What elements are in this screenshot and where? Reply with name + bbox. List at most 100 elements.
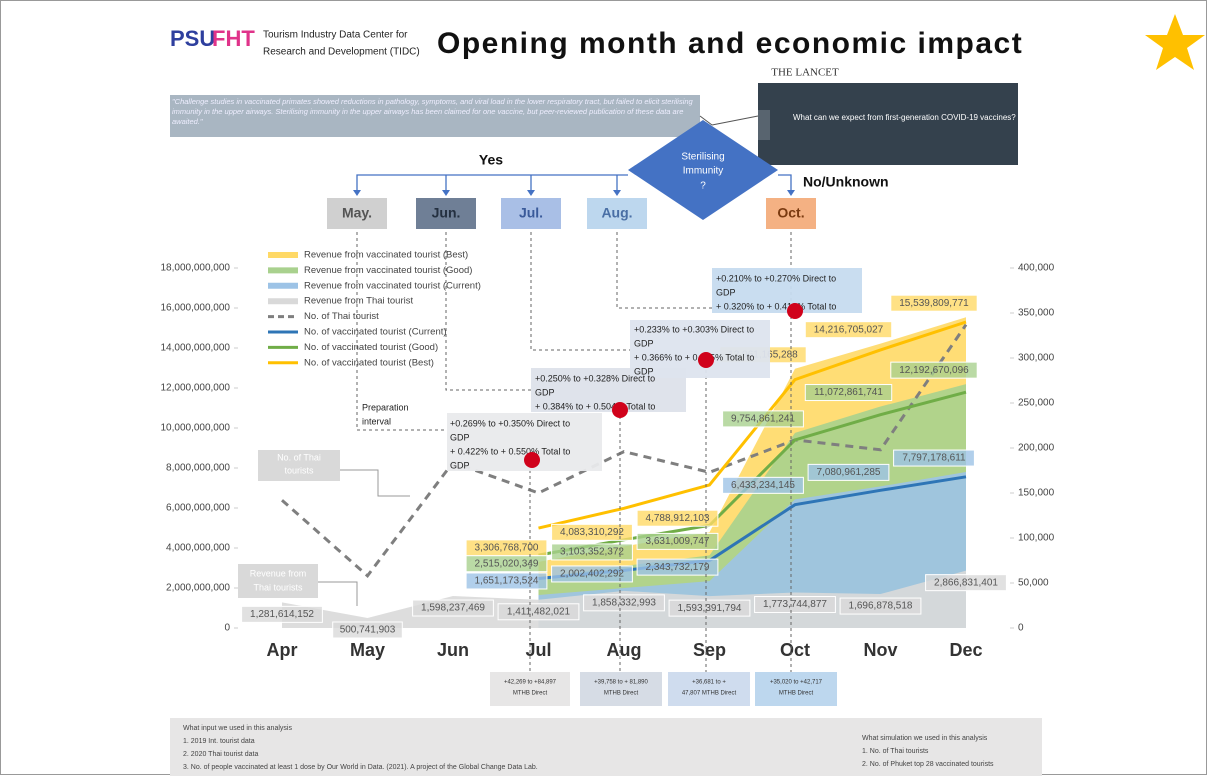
value-label: 6,433,234,145 [731, 480, 795, 491]
legend-label: No. of vaccinated tourist (Current) [304, 327, 447, 338]
value-label: 12,192,670,096 [899, 365, 969, 376]
leader [530, 232, 630, 351]
x-tick-label: Dec [949, 640, 982, 660]
value-label: 3,631,009,747 [646, 536, 710, 547]
leader [356, 232, 447, 431]
impact-box [630, 320, 770, 378]
y-tick-label: 16,000,000,000 [160, 303, 230, 314]
y-tick-label: 12,000,000,000 [160, 383, 230, 394]
article-title: What can we expect from first-generation… [793, 113, 1016, 122]
title: Opening month and economic impact [437, 27, 1023, 60]
month-box [587, 198, 647, 229]
quote-box [170, 95, 700, 137]
star-icon [1145, 14, 1205, 70]
value-label-box [893, 449, 975, 467]
leader [616, 232, 712, 309]
x-tick-label: Aug [607, 640, 642, 660]
y-tick-label: 18,000,000,000 [160, 263, 230, 274]
impact-text: GDP [634, 338, 654, 348]
impact-text: +0.233% to +0.303% Direct to [634, 324, 754, 334]
arrowhead [442, 190, 450, 196]
value-label: 3,306,768,700 [475, 543, 539, 554]
arrowhead [527, 190, 535, 196]
impact-text: +0.250% to +0.328% Direct to [535, 373, 655, 383]
value-label: 500,741,903 [340, 625, 396, 636]
legend-label: Revenue from vaccinated tourist (Current… [304, 280, 481, 291]
direct-text: MTHB Direct [604, 691, 639, 697]
arrowheads [353, 190, 795, 196]
decision-text: Immunity [683, 166, 724, 177]
value-label-box [890, 294, 978, 312]
value-label-box [412, 599, 494, 617]
direct-box [490, 672, 570, 706]
footer-text: 2. No. of Phuket top 28 vaccinated touri… [862, 761, 994, 768]
value-label: 1,598,237,469 [421, 603, 485, 614]
impact-text: GDP [450, 460, 470, 470]
month-box [327, 198, 387, 229]
no-label: No/Unknown [803, 174, 889, 190]
line [281, 323, 968, 578]
value-label-box [551, 543, 633, 561]
pin [787, 303, 803, 319]
month-label: Aug. [601, 205, 632, 221]
logo: FHT [212, 26, 255, 51]
callout-arrow [340, 469, 410, 497]
connector [711, 115, 759, 126]
value-label-box [332, 621, 403, 639]
callout-box [258, 450, 340, 481]
value-label: 15,539,809,771 [899, 298, 969, 309]
value-label: 14,216,705,027 [814, 324, 884, 335]
value-label-box [754, 596, 836, 614]
flow-line [778, 174, 792, 192]
value-label-box [804, 384, 893, 402]
arrowhead [353, 190, 361, 196]
x-tick-label: Oct [780, 640, 810, 660]
y-tick-label: 6,000,000,000 [166, 503, 230, 514]
footer-texts: What input we used in this analysis 1. 20… [183, 725, 994, 771]
legend-label: Revenue from vaccinated tourist (Good) [304, 265, 472, 276]
value-label: 4,083,310,292 [560, 527, 624, 538]
flow-lines [356, 174, 792, 192]
value-label-box [804, 321, 893, 339]
quote: "Challenge studies in vaccinated primate… [172, 97, 693, 126]
legend-label: No. of vaccinated tourist (Good) [304, 342, 438, 353]
flow-line [356, 174, 628, 192]
direct-text: +35,020 to +42,717 [770, 680, 823, 686]
legend-label: No. of vaccinated tourist (Best) [304, 357, 434, 368]
direct-texts: +42,269 to +84,897 MTHB Direct +39,758 to … [504, 680, 823, 697]
impact-text: +0.210% to +0.270% Direct to [716, 273, 836, 283]
pin [612, 402, 628, 418]
footer-text: What input we used in this analysis [183, 725, 292, 732]
chart: 0 2,000,000,000 4,000,000,000 6,000,000,000… [160, 250, 1054, 660]
logo: PSU [170, 26, 215, 51]
direct-text: +42,269 to +84,897 [504, 680, 557, 686]
impact-text: + 0.384% to + 0.504% Total to [535, 401, 655, 411]
value-label-box [241, 605, 323, 623]
y-tick-label: 4,000,000,000 [166, 543, 230, 554]
direct-text: +36,681 to + [692, 680, 726, 686]
org-name: Tourism Industry Data Center for [263, 30, 408, 41]
arrowhead [613, 190, 621, 196]
y-tick-label: 10,000,000,000 [160, 423, 230, 434]
pin [524, 452, 540, 468]
month-label: Jul. [519, 205, 543, 221]
impact-texts: +0.269% to +0.350% Direct to GDP + 0.422% … [450, 273, 836, 470]
impact-box [712, 268, 862, 313]
impact-text: + 0.320% to + 0.410% Total to [716, 301, 836, 311]
y-tick-label: 0 [224, 623, 230, 634]
callout-text: interval [362, 416, 391, 426]
y2-tick-label: 200,000 [1018, 443, 1055, 454]
month-label: Jun. [432, 205, 461, 221]
value-label: 2,866,831,401 [934, 577, 998, 588]
value-label-box [497, 603, 580, 621]
value-label: 7,080,961,285 [817, 467, 881, 478]
value-label-box [583, 594, 665, 612]
impact-text: GDP [450, 432, 470, 442]
footer-text: 1. 2019 Int. tourist data [183, 738, 255, 745]
line [538, 320, 967, 530]
value-label-box [925, 574, 1007, 592]
impact-text: GDP [716, 287, 736, 297]
legend-label: Revenue from Thai tourist [304, 296, 413, 307]
